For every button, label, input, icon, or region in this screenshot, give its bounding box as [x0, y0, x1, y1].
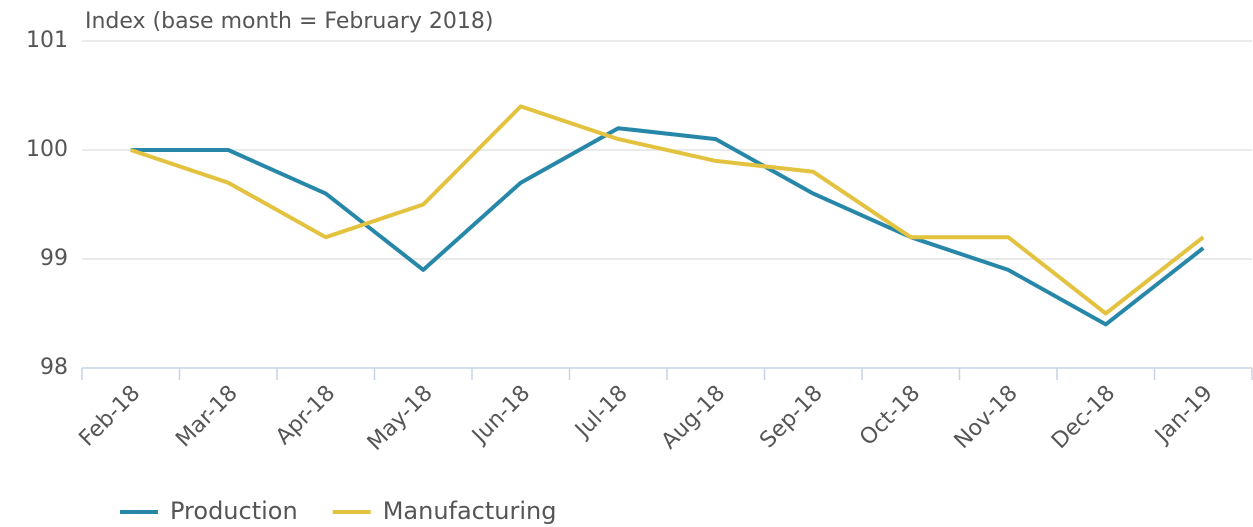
y-tick-label: 99 — [40, 246, 68, 271]
y-tick-label: 101 — [26, 28, 68, 53]
x-tick-label: Nov-18 — [950, 381, 1023, 454]
series-line — [130, 126, 1205, 327]
chart-title: Index (base month = February 2018) — [85, 9, 493, 34]
legend-label: Manufacturing — [383, 497, 557, 525]
x-tick-label: Jan-19 — [1149, 381, 1217, 449]
x-tick-label: Jun-18 — [466, 381, 535, 450]
x-tick-label: Oct-18 — [855, 381, 925, 451]
x-tick-label: Mar-18 — [171, 381, 242, 452]
x-tick-label: Aug-18 — [657, 381, 730, 454]
legend-label: Production — [170, 497, 298, 525]
y-tick-label: 100 — [26, 137, 68, 162]
y-tick-label: 98 — [40, 355, 68, 380]
series-line — [130, 104, 1205, 316]
x-tick-label: Feb-18 — [75, 381, 146, 452]
x-tick-label: Apr-18 — [271, 381, 340, 450]
x-tick-label: May-18 — [363, 381, 438, 456]
x-tick-label: Sep-18 — [755, 381, 827, 453]
x-tick-label: Jul-18 — [569, 381, 632, 444]
x-tick-label: Dec-18 — [1047, 381, 1120, 454]
